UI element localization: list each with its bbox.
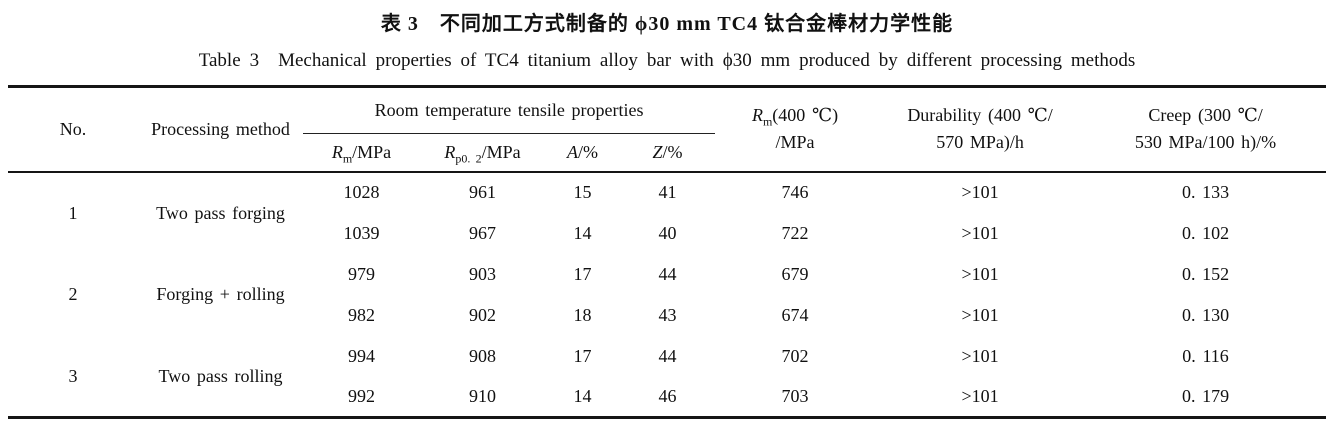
cell-rm-400: 702 [781,345,809,366]
cell-rm-400: 679 [781,263,809,284]
cell-creep: 0. 116 [1182,345,1229,366]
cell-reduction: 40 [658,222,677,243]
cell-creep: 0. 102 [1181,222,1230,243]
cell-durability: >101 [961,222,999,243]
header-row-2: Rm/MPa Rp0. 2/MPa A/% Z/% [8,133,1326,173]
cell-durability: >101 [961,304,999,325]
col-header-durability: Durability (400 ℃/ 570 MPa)/h [875,86,1086,173]
table-row: 2 Forging + rolling 979 903 17 44 679 >1… [8,254,1326,305]
z-unit: /% [662,142,683,163]
table-title-english: Table 3 Mechanical properties of TC4 tit… [198,50,1136,71]
cell-elongation: 18 [573,304,592,325]
cell-reduction: 46 [658,386,677,407]
cell-durability: >101 [961,345,999,366]
cell-rm: 994 [348,345,375,366]
table-row: 982 902 18 43 674 >101 0. 130 [8,295,1326,336]
col-header-rm: Rm/MPa [303,133,420,173]
rm-unit: /MPa [352,142,392,163]
cell-reduction: 44 [658,263,677,284]
cell-reduction: 41 [658,182,677,203]
cell-rm-400: 703 [781,386,809,407]
cell-creep: 0. 133 [1181,182,1230,203]
cell-rp02: 961 [469,182,496,203]
cell-elongation: 17 [573,263,592,284]
cell-durability: >101 [961,386,999,407]
cell-processing-method: Forging + rolling [156,284,285,305]
mechanical-properties-table: No. Processing method Room temperature t… [8,85,1327,419]
rm-400-symbol: R [751,105,763,126]
rp02-unit: /MPa [481,142,521,163]
a-symbol: A [567,142,578,163]
table-row: 1039 967 14 40 722 >101 0. 102 [8,213,1326,254]
cell-no: 2 [68,284,78,305]
cell-elongation: 17 [573,345,592,366]
durability-line2: 570 MPa)/h [936,132,1024,153]
table-row: 1 Two pass forging 1028 961 15 41 746 >1… [8,172,1326,223]
rm-400-condition: (400 ℃) [772,105,839,126]
cell-rp02: 967 [469,222,496,243]
col-header-reduction: Z/% [620,133,716,173]
a-unit: /% [578,142,598,163]
cell-rm-400: 722 [781,222,809,243]
cell-no: 1 [68,202,78,223]
cell-durability: >101 [961,263,999,284]
cell-rp02: 908 [469,345,496,366]
col-header-processing-method: Processing method [138,86,303,173]
cell-creep: 0. 130 [1181,304,1230,325]
col-header-rp02: Rp0. 2/MPa [420,133,545,173]
cell-no: 3 [68,365,78,386]
durability-line1: Durability (400 ℃/ [907,105,1053,126]
table-row: 3 Two pass rolling 994 908 17 44 702 >10… [8,336,1326,386]
cell-reduction: 44 [658,345,677,366]
table-row: 992 910 14 46 703 >101 0. 179 [8,377,1326,418]
rp02-subscript: p0. 2 [455,151,482,166]
rm-symbol: R [331,142,343,163]
cell-creep: 0. 179 [1181,386,1230,407]
cell-elongation: 14 [573,222,592,243]
cell-rp02: 903 [469,263,496,284]
col-group-tensile-properties: Room temperature tensile properties [303,86,716,134]
cell-processing-method: Two pass forging [156,202,285,223]
creep-line2: 530 MPa/100 h)/% [1134,132,1277,153]
cell-elongation: 14 [573,386,592,407]
cell-processing-method: Two pass rolling [158,365,283,386]
cell-rm: 1039 [343,222,380,243]
rm-400-subscript: m [762,114,773,129]
cell-rm-400: 746 [781,182,809,203]
col-header-elongation: A/% [545,133,620,173]
rp02-symbol: R [444,142,456,163]
cell-elongation: 15 [573,182,592,203]
col-header-no: No. [8,86,138,173]
cell-rp02: 910 [469,386,496,407]
rm-400-line1: Rm(400 ℃) [715,102,875,129]
cell-rm: 979 [348,263,375,284]
rm-subscript: m [342,151,353,166]
z-symbol: Z [652,142,663,163]
cell-rm: 1028 [343,182,380,203]
header-row-1: No. Processing method Room temperature t… [8,86,1327,173]
cell-reduction: 43 [658,304,677,325]
cell-rm: 982 [348,304,375,325]
cell-creep: 0. 152 [1181,263,1230,284]
table-title-chinese: 表 3 不同加工方式制备的 ϕ30 mm TC4 钛合金棒材力学性能 [380,13,954,35]
cell-rm: 992 [348,386,375,407]
cell-rm-400: 674 [781,304,809,325]
rm-400-unit: /MPa [775,132,815,153]
cell-rp02: 902 [469,304,496,325]
col-header-rm-400: Rm(400 ℃) /MPa [715,86,876,173]
cell-durability: >101 [961,182,999,203]
col-header-creep: Creep (300 ℃/ 530 MPa/100 h)/% [1085,86,1327,173]
creep-line1: Creep (300 ℃/ [1148,105,1263,126]
